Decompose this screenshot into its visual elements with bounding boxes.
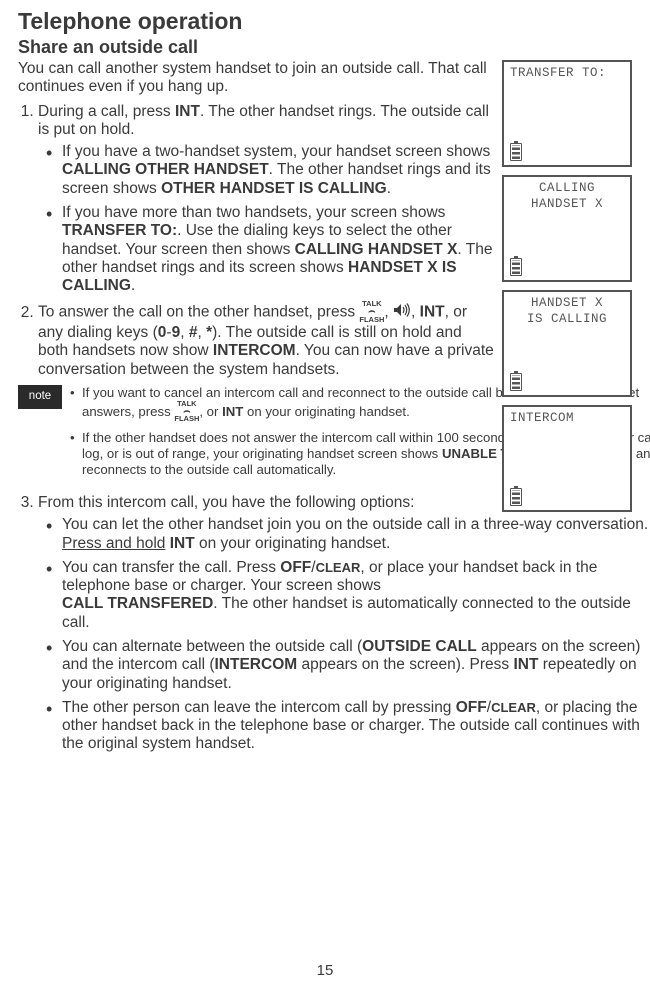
int-key: INT: [175, 103, 200, 120]
step3-bullet-1: You can let the other handset join you o…: [62, 516, 650, 553]
battery-icon: [510, 143, 522, 161]
talk-flash-icon: TALK⌢FLASH: [174, 400, 199, 423]
step3-bullet-2: You can transfer the call. Press OFF/CLE…: [62, 559, 650, 632]
step-2: To answer the call on the other handset,…: [38, 301, 496, 484]
handset-screens-column: TRANSFER TO: CALLING HANDSET X HANDSET X…: [502, 60, 632, 520]
step-3: From this intercom call, you have the fo…: [38, 494, 496, 754]
intro-paragraph: You can call another system handset to j…: [18, 60, 496, 97]
section-heading: Share an outside call: [18, 37, 632, 58]
note-badge: note: [18, 385, 62, 409]
battery-icon: [510, 488, 522, 506]
step-1: During a call, press INT. The other hand…: [38, 103, 496, 296]
talk-flash-icon: TALK⌢FLASH: [359, 300, 384, 323]
step1-bullet-2: If you have more than two handsets, your…: [62, 204, 496, 295]
screen-handset-is-calling: HANDSET X IS CALLING: [502, 290, 632, 397]
page-title: Telephone operation: [18, 8, 632, 35]
screen-transfer-to: TRANSFER TO:: [502, 60, 632, 167]
screen-intercom: INTERCOM: [502, 405, 632, 512]
step3-bullet-3: You can alternate between the outside ca…: [62, 638, 650, 693]
step1-bullet-1: If you have a two-handset system, your h…: [62, 143, 496, 198]
step3-bullet-4: The other person can leave the intercom …: [62, 699, 650, 754]
page-number: 15: [0, 962, 650, 979]
battery-icon: [510, 373, 522, 391]
speaker-icon: [393, 303, 411, 322]
screen-calling-handset: CALLING HANDSET X: [502, 175, 632, 282]
battery-icon: [510, 258, 522, 276]
step1-text-a: During a call, press: [38, 103, 175, 120]
